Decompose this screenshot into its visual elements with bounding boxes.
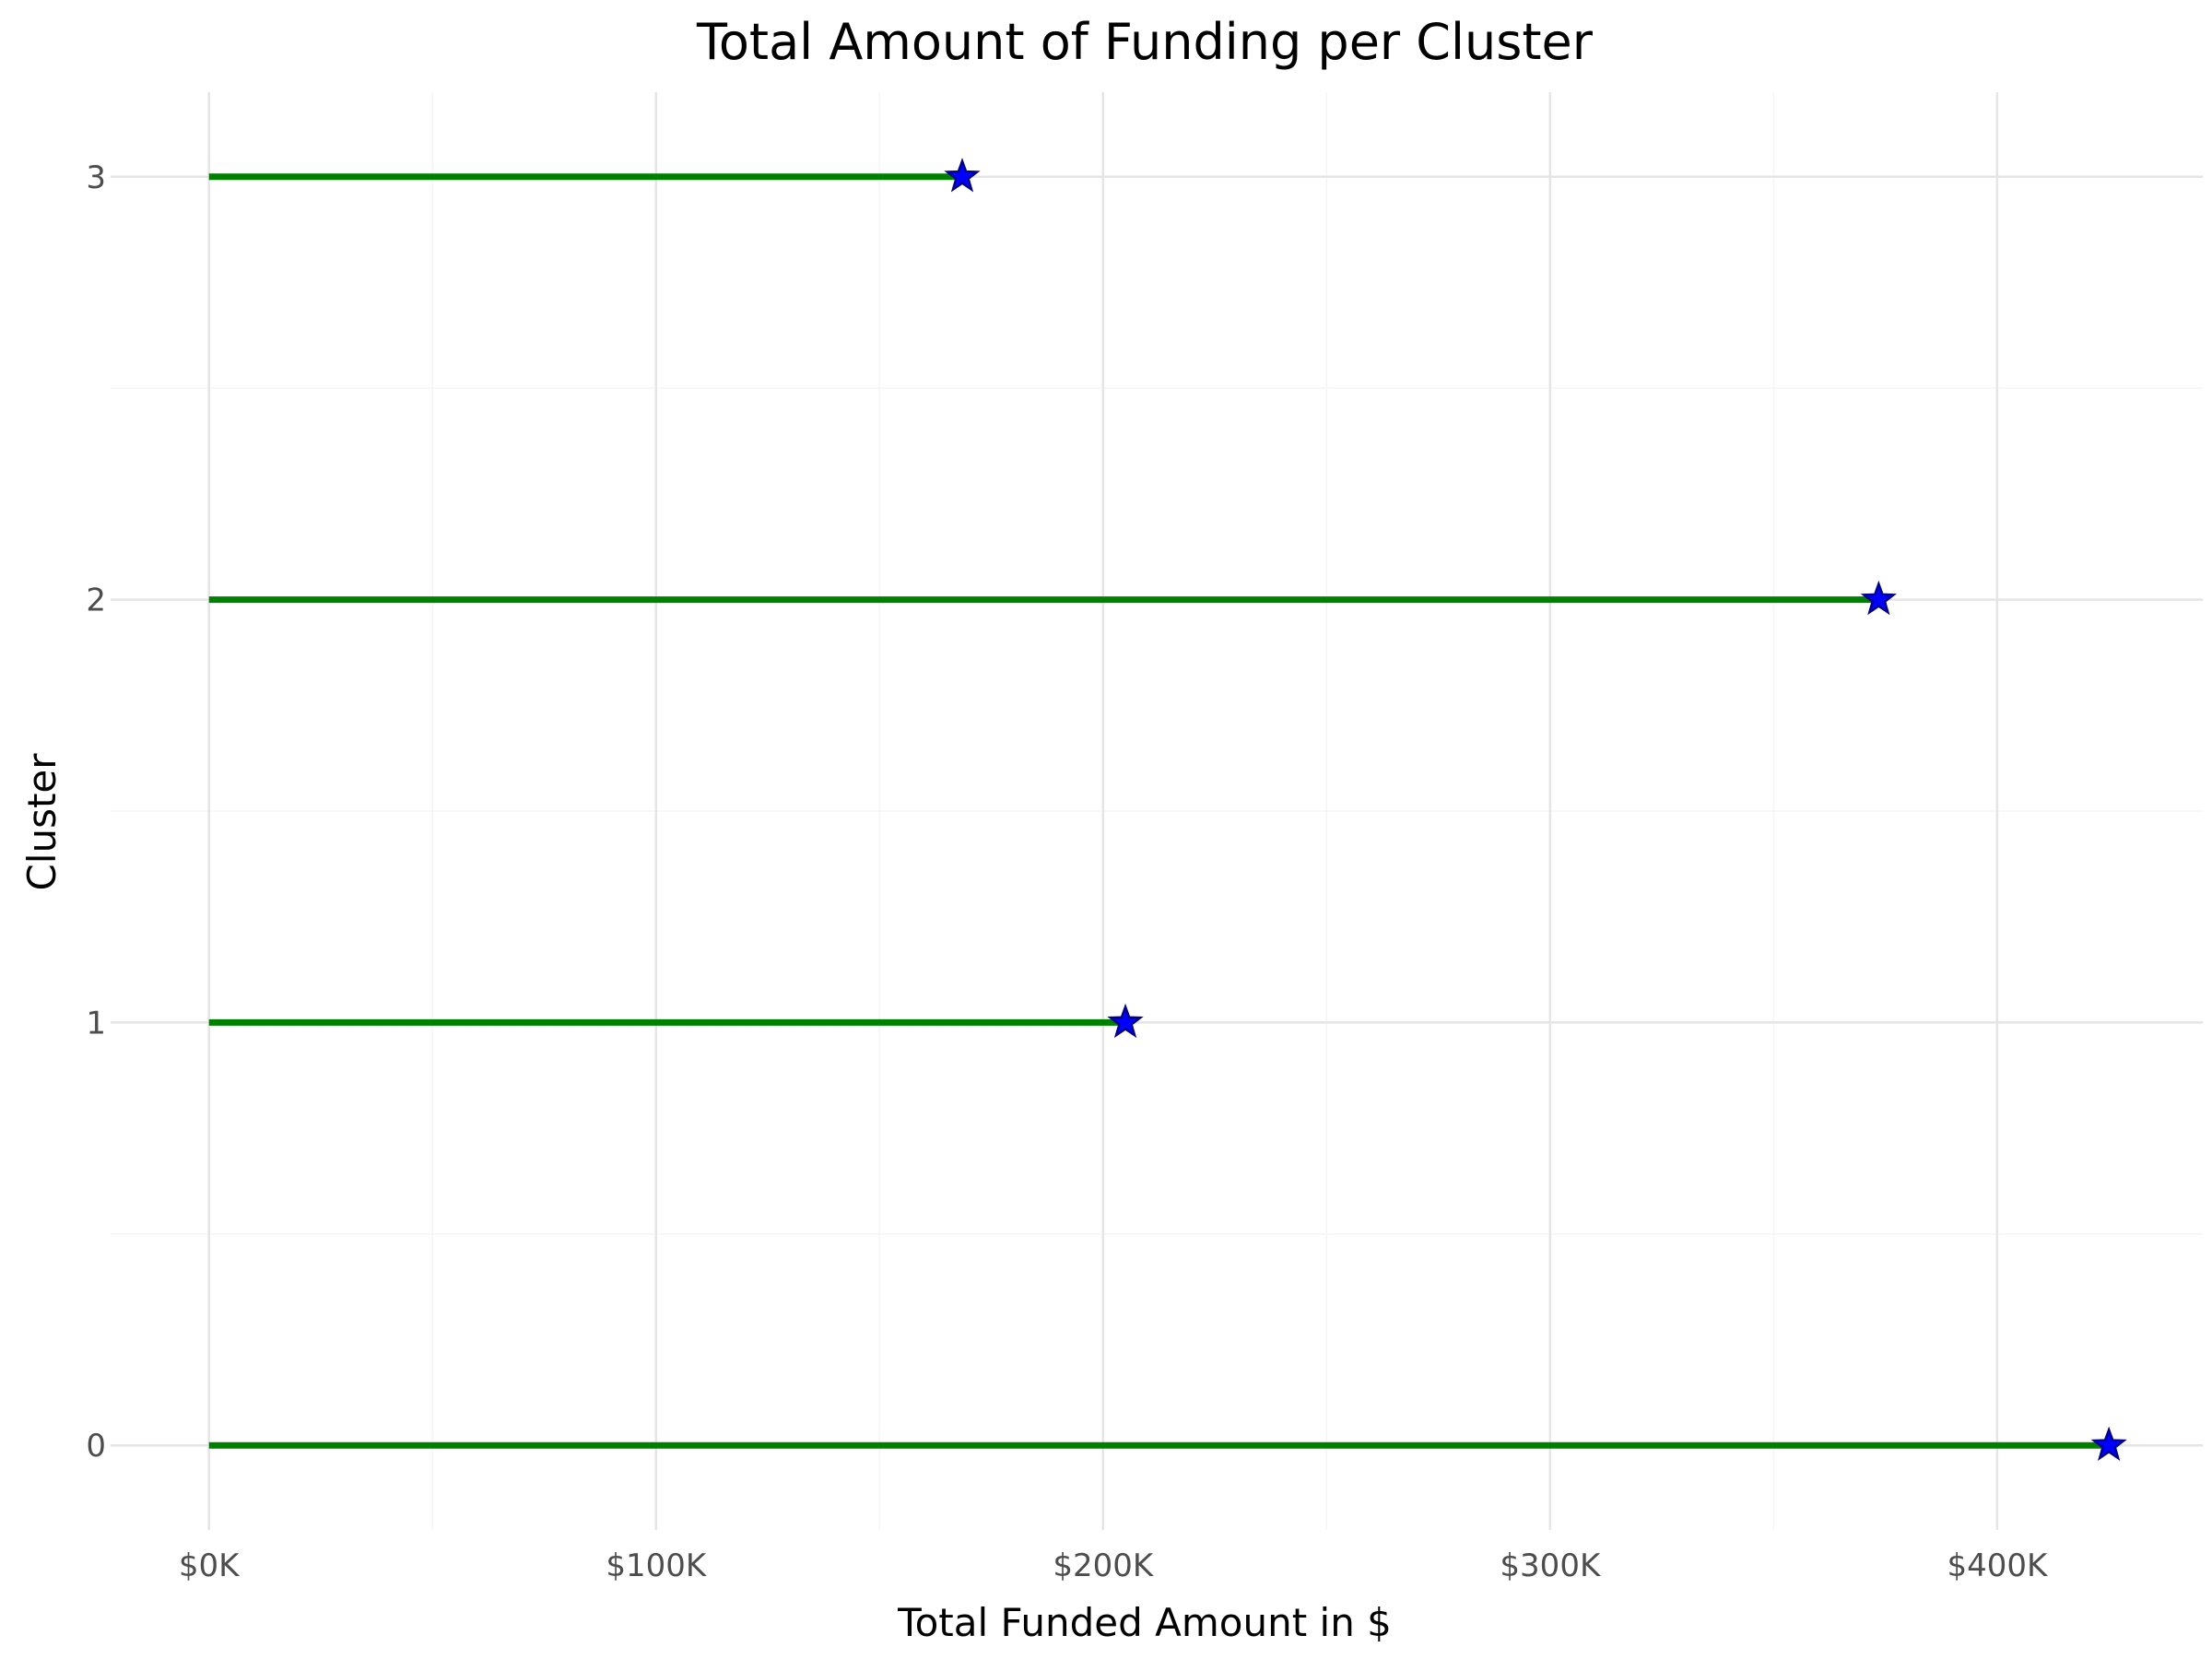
x-tick-label: $0K: [179, 1547, 241, 1584]
stems: [208, 173, 2110, 1449]
lollipop-marker-2: [1860, 580, 1897, 616]
x-tick-label: $400K: [1947, 1547, 2049, 1584]
grid: [111, 92, 2203, 1530]
x-axis-ticks: $0K $100K $200K $300K $400K: [179, 1547, 2049, 1584]
x-tick-label: $200K: [1053, 1547, 1155, 1584]
lollipop-marker-3: [944, 158, 981, 193]
y-axis-label: Cluster: [19, 753, 65, 891]
lollipop-marker-1: [1107, 1003, 1144, 1039]
y-axis-ticks: 0 1 2 3: [86, 159, 106, 1465]
y-tick-label: 0: [86, 1428, 106, 1465]
x-tick-label: $100K: [606, 1547, 708, 1584]
y-tick-label: 3: [86, 159, 106, 196]
chart-title: Total Amount of Funding per Cluster: [696, 13, 1594, 71]
y-tick-label: 2: [86, 582, 106, 619]
lollipop-marker-0: [2090, 1426, 2127, 1461]
markers: [944, 158, 2127, 1461]
x-axis-label: Total Funded Amount in $: [897, 1600, 1392, 1645]
y-tick-label: 1: [86, 1005, 106, 1041]
x-tick-label: $300K: [1500, 1547, 1602, 1584]
